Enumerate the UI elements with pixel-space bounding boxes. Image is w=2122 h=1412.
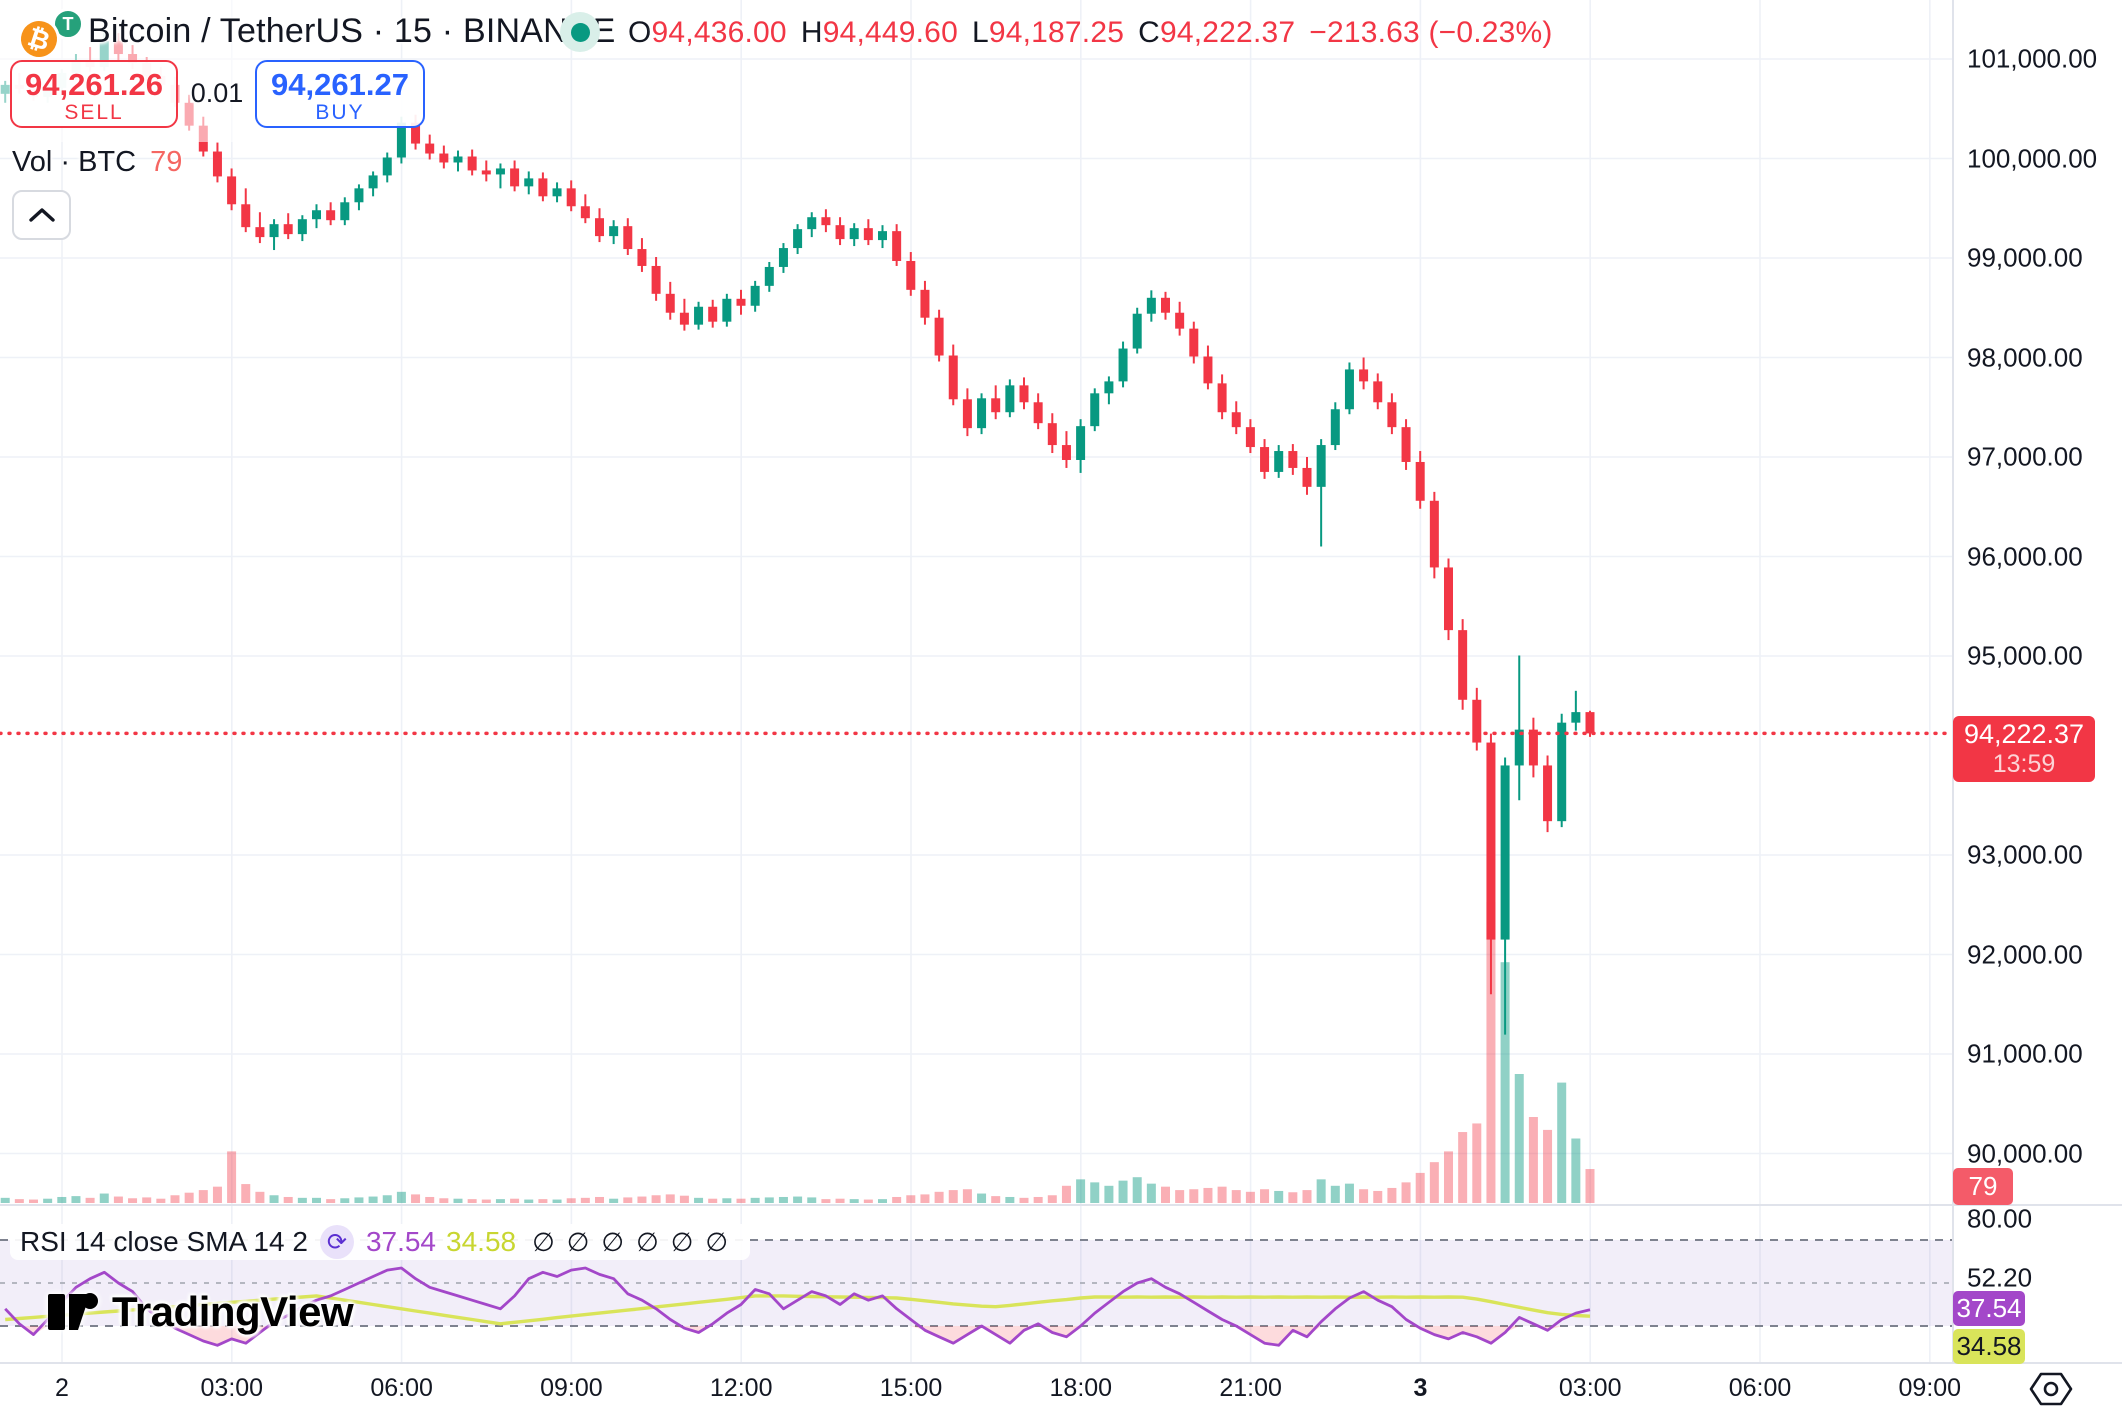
- sell-price: 94,261.26: [25, 67, 163, 102]
- time-axis-label: 2: [55, 1374, 69, 1402]
- rsi-sma-axis-badge: 34.58: [1953, 1329, 2025, 1364]
- empty-value-symbol: ∅: [705, 1226, 729, 1257]
- rsi-axis-label: 80.00: [1967, 1203, 2033, 1233]
- time-axis-label: 03:00: [1558, 1374, 1622, 1402]
- empty-value-symbol: ∅: [601, 1226, 625, 1257]
- rsi-legend-empty-values: ∅ ∅ ∅ ∅ ∅ ∅: [532, 1227, 740, 1258]
- price-axis-label: 100,000.00: [1967, 143, 2098, 173]
- time-axis-label: 15:00: [879, 1374, 943, 1402]
- rsi-axis-label: 52.20: [1967, 1262, 2033, 1293]
- price-axis-label: 95,000.00: [1967, 640, 2083, 671]
- candles-layer: [0, 29, 1595, 1035]
- time-axis-label: 03:00: [200, 1374, 264, 1402]
- time-axis-label: 12:00: [709, 1374, 773, 1402]
- buy-price: 94,261.27: [271, 67, 409, 102]
- time-axis-label: 09:00: [540, 1374, 603, 1402]
- volume-legend[interactable]: Vol · BTC 79: [12, 146, 182, 179]
- price-axis-label: 98,000.00: [1967, 342, 2083, 372]
- change-value: −213.63 (−0.23%): [1309, 16, 1553, 49]
- open-value: 94,436.00: [651, 16, 787, 49]
- buy-label: BUY: [315, 101, 365, 124]
- ohlc-readout: O94,436.00 H94,449.60 L94,187.25 C94,222.37…: [628, 16, 1567, 50]
- spread-value: 0.01: [190, 78, 244, 108]
- time-axis-label: 21:00: [1219, 1374, 1282, 1402]
- tradingview-logo[interactable]: TradingView: [46, 1284, 354, 1340]
- time-axis-label: 09:00: [1898, 1374, 1962, 1402]
- price-axis-label: 96,000.00: [1967, 541, 2083, 571]
- price-axis-label: 99,000.00: [1967, 242, 2083, 273]
- time-axis-label: 06:00: [1728, 1374, 1792, 1402]
- low-label: L: [971, 16, 989, 49]
- sell-label: SELL: [64, 101, 124, 124]
- pair-logos: T ₿: [12, 6, 84, 66]
- rsi-axis-badge: 37.54: [1953, 1291, 2025, 1326]
- overlay-lines-layer: [0, 0, 2122, 1364]
- empty-value-symbol: ∅: [566, 1226, 590, 1257]
- grid-layer: [0, 0, 1953, 1363]
- time-axis-label: 3: [1413, 1374, 1428, 1402]
- last-price-value: 94,222.37: [1963, 719, 2085, 749]
- buy-button[interactable]: 94,261.27 BUY: [255, 60, 425, 128]
- collapse-panel-button[interactable]: [12, 190, 71, 240]
- volume-axis-badge: 79: [1953, 1168, 2013, 1205]
- high-value: 94,449.60: [822, 16, 958, 49]
- last-price-badge: 94,222.37 13:59: [1953, 716, 2095, 782]
- time-axis-label: 18:00: [1049, 1374, 1113, 1402]
- symbol-title[interactable]: Bitcoin / TetherUS · 15 · BINANCE: [88, 12, 616, 50]
- open-label: O: [628, 16, 652, 49]
- rsi-legend-value: 37.54: [365, 1226, 437, 1257]
- bar-countdown: 13:59: [1992, 750, 2056, 779]
- empty-value-symbol: ∅: [636, 1226, 659, 1257]
- refresh-icon[interactable]: ⟳: [319, 1225, 354, 1259]
- volume-value: 79: [150, 146, 183, 178]
- rsi-legend-sma-value: 34.58: [446, 1226, 517, 1257]
- tradingview-wordmark: TradingView: [112, 1288, 354, 1335]
- tradingview-mark-icon: [48, 1293, 98, 1330]
- sell-button[interactable]: 94,261.26 SELL: [10, 60, 178, 128]
- scale-settings-icon[interactable]: [2028, 1371, 2074, 1407]
- low-value: 94,187.25: [988, 16, 1125, 49]
- price-axis-label: 92,000.00: [1967, 939, 2083, 969]
- volume-label: Vol · BTC: [12, 146, 137, 178]
- market-status-icon: [560, 12, 600, 52]
- rsi-legend-title: RSI 14 close SMA 14 2: [20, 1226, 308, 1257]
- time-axis-label: 06:00: [370, 1374, 433, 1402]
- volume-layer: [0, 902, 1595, 1203]
- empty-value-symbol: ∅: [532, 1226, 555, 1257]
- price-axis-label: 90,000.00: [1967, 1138, 2083, 1168]
- close-label: C: [1138, 16, 1160, 49]
- price-axis-label: 101,000.00: [1967, 43, 2098, 74]
- rsi-legend[interactable]: RSI 14 close SMA 14 2 ⟳ 37.54 34.58 ∅ ∅ ∅ ∅…: [10, 1224, 751, 1260]
- price-axis-label: 97,000.00: [1967, 441, 2083, 472]
- price-axis-label: 91,000.00: [1967, 1038, 2083, 1069]
- chevron-up-icon: [28, 208, 55, 222]
- empty-value-symbol: ∅: [670, 1226, 694, 1257]
- high-label: H: [800, 16, 823, 49]
- close-value: 94,222.37: [1159, 16, 1296, 49]
- price-axis-label: 93,000.00: [1967, 839, 2083, 870]
